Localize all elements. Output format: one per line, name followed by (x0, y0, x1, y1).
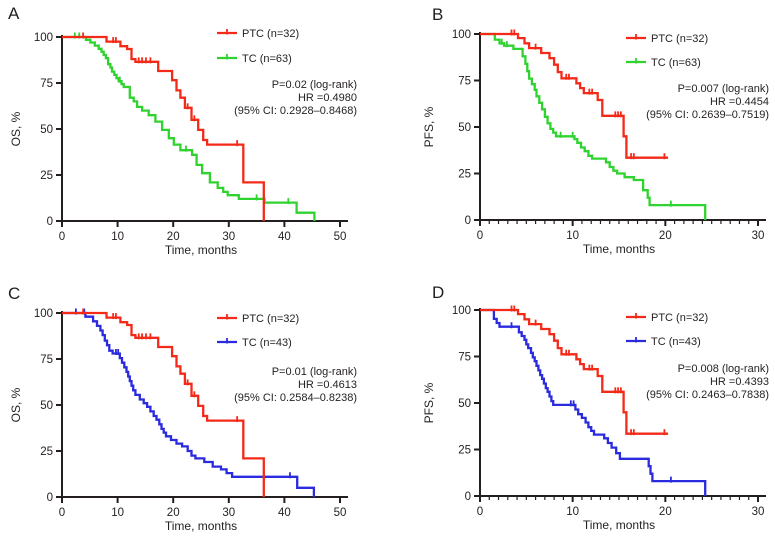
y-tick-label: 0 (465, 491, 471, 503)
x-tick-label: 20 (167, 507, 180, 519)
y-tick-label: 100 (452, 29, 471, 41)
ptc-survival-curve (480, 32, 669, 159)
y-tick-label: 100 (34, 32, 53, 44)
tc-survival-curve (62, 35, 316, 221)
ptc-censor-ticks (82, 308, 239, 423)
ptc-survival-curve (62, 35, 265, 221)
y-tick-label: 75 (458, 76, 471, 88)
x-tick-label: 20 (167, 231, 180, 243)
stats-line-3: (95% CI: 0.2584–0.8238) (234, 392, 357, 404)
x-tick-label: 0 (477, 230, 483, 242)
y-tick-label: 50 (458, 122, 471, 134)
ptc-survival-curve (62, 311, 265, 497)
panel-c-chart: C 0 25 50 75 100 0 10 20 30 40 50 Time, months OS, % P… (8, 284, 357, 533)
panel-c: C 0 25 50 75 100 0 10 20 30 40 50 Time, months OS, % P… (0, 276, 388, 552)
y-tick-label: 75 (458, 352, 471, 364)
tc-survival-curve (480, 32, 707, 220)
stats-line-2: HR =0.4393 (710, 376, 769, 388)
y-tick-label: 50 (458, 398, 471, 410)
x-tick-label: 30 (752, 230, 765, 242)
panel-d: D 0 25 50 75 100 0 10 20 30 Time, months PFS, % PTC … (387, 276, 775, 552)
x-tick-label: 50 (334, 507, 347, 519)
x-axis-label: Time, months (165, 243, 237, 257)
panel-d-chart: D 0 25 50 75 100 0 10 20 30 Time, months PFS, % PTC … (422, 283, 769, 532)
y-tick-label: 50 (40, 400, 53, 412)
ptc-censor-ticks (82, 32, 239, 147)
ptc-censor-ticks (510, 29, 666, 160)
x-tick-label: 30 (222, 507, 235, 519)
panel-letter: B (432, 5, 443, 24)
stats-line-3: (95% CI: 0.2639–0.7519) (646, 109, 769, 121)
stats-line-2: HR =0.4454 (710, 96, 769, 108)
panel-letter: A (8, 4, 20, 23)
y-axis-label: OS, % (9, 387, 23, 422)
tc-survival-curve (62, 311, 316, 497)
stats-line-1: P=0.007 (log-rank) (678, 83, 769, 95)
x-tick-label: 0 (59, 231, 65, 243)
panel-letter: C (8, 284, 20, 303)
panel-b: B 0 25 50 75 100 0 10 20 30 Time, months PFS, % PTC … (387, 0, 775, 276)
tc-censor-ticks (500, 38, 672, 207)
tc-survival-curve (480, 308, 707, 496)
x-tick-label: 20 (659, 506, 672, 518)
legend-label-tc: TC (n=63) (651, 57, 701, 69)
y-tick-label: 0 (465, 215, 471, 227)
ptc-survival-curve (480, 308, 669, 435)
x-tick-label: 30 (222, 231, 235, 243)
y-tick-label: 25 (458, 169, 471, 181)
x-tick-label: 20 (659, 230, 672, 242)
x-tick-label: 50 (334, 231, 347, 243)
panel-letter: D (432, 283, 444, 302)
stats-line-3: (95% CI: 0.2928–0.8468) (234, 105, 357, 117)
y-tick-label: 0 (47, 216, 53, 228)
stats-line-2: HR =0.4613 (298, 379, 357, 391)
y-tick-label: 100 (452, 305, 471, 317)
y-tick-label: 25 (458, 445, 471, 457)
y-tick-label: 25 (40, 446, 53, 458)
x-tick-label: 10 (566, 506, 579, 518)
x-tick-label: 30 (752, 506, 765, 518)
x-tick-label: 10 (111, 507, 124, 519)
stats-line-1: P=0.01 (log-rank) (272, 366, 357, 378)
x-tick-label: 40 (278, 507, 291, 519)
y-axis-label: OS, % (9, 111, 23, 146)
stats-line-1: P=0.02 (log-rank) (272, 79, 357, 91)
panel-a-chart: A 0 25 50 75 100 0 10 20 30 40 50 Time, months OS, % P… (8, 4, 357, 257)
x-tick-label: 10 (111, 231, 124, 243)
legend-label-tc: TC (n=43) (242, 337, 292, 349)
x-axis-label: Time, months (583, 518, 655, 532)
y-tick-label: 50 (40, 124, 53, 136)
legend-label-ptc: PTC (n=32) (651, 312, 708, 324)
legend-label-ptc: PTC (n=32) (242, 313, 299, 325)
y-tick-label: 100 (34, 308, 53, 320)
legend-label-ptc: PTC (n=32) (242, 28, 299, 40)
y-tick-label: 75 (40, 354, 53, 366)
legend-label-tc: TC (n=63) (242, 53, 292, 65)
panel-b-chart: B 0 25 50 75 100 0 10 20 30 Time, months PFS, % PTC … (422, 5, 769, 256)
x-tick-label: 0 (59, 507, 65, 519)
x-tick-label: 10 (566, 230, 579, 242)
y-tick-label: 25 (40, 170, 53, 182)
legend-label-tc: TC (n=43) (651, 336, 701, 348)
x-tick-label: 0 (477, 506, 483, 518)
y-tick-label: 75 (40, 78, 53, 90)
stats-line-2: HR =0.4980 (298, 92, 357, 104)
x-axis-label: Time, months (165, 519, 237, 533)
legend-label-ptc: PTC (n=32) (651, 33, 708, 45)
y-axis-label: PFS, % (422, 382, 436, 423)
y-tick-label: 0 (47, 492, 53, 504)
y-axis-label: PFS, % (422, 106, 436, 147)
panel-a: A 0 25 50 75 100 0 10 20 30 40 50 Time, months OS, % P… (0, 0, 388, 276)
stats-line-3: (95% CI: 0.2463–0.7838) (646, 389, 769, 401)
x-tick-label: 40 (278, 231, 291, 243)
ptc-censor-ticks (510, 305, 666, 436)
stats-line-1: P=0.008 (log-rank) (678, 363, 769, 375)
tc-censor-ticks (510, 322, 672, 483)
x-axis-label: Time, months (583, 242, 655, 256)
